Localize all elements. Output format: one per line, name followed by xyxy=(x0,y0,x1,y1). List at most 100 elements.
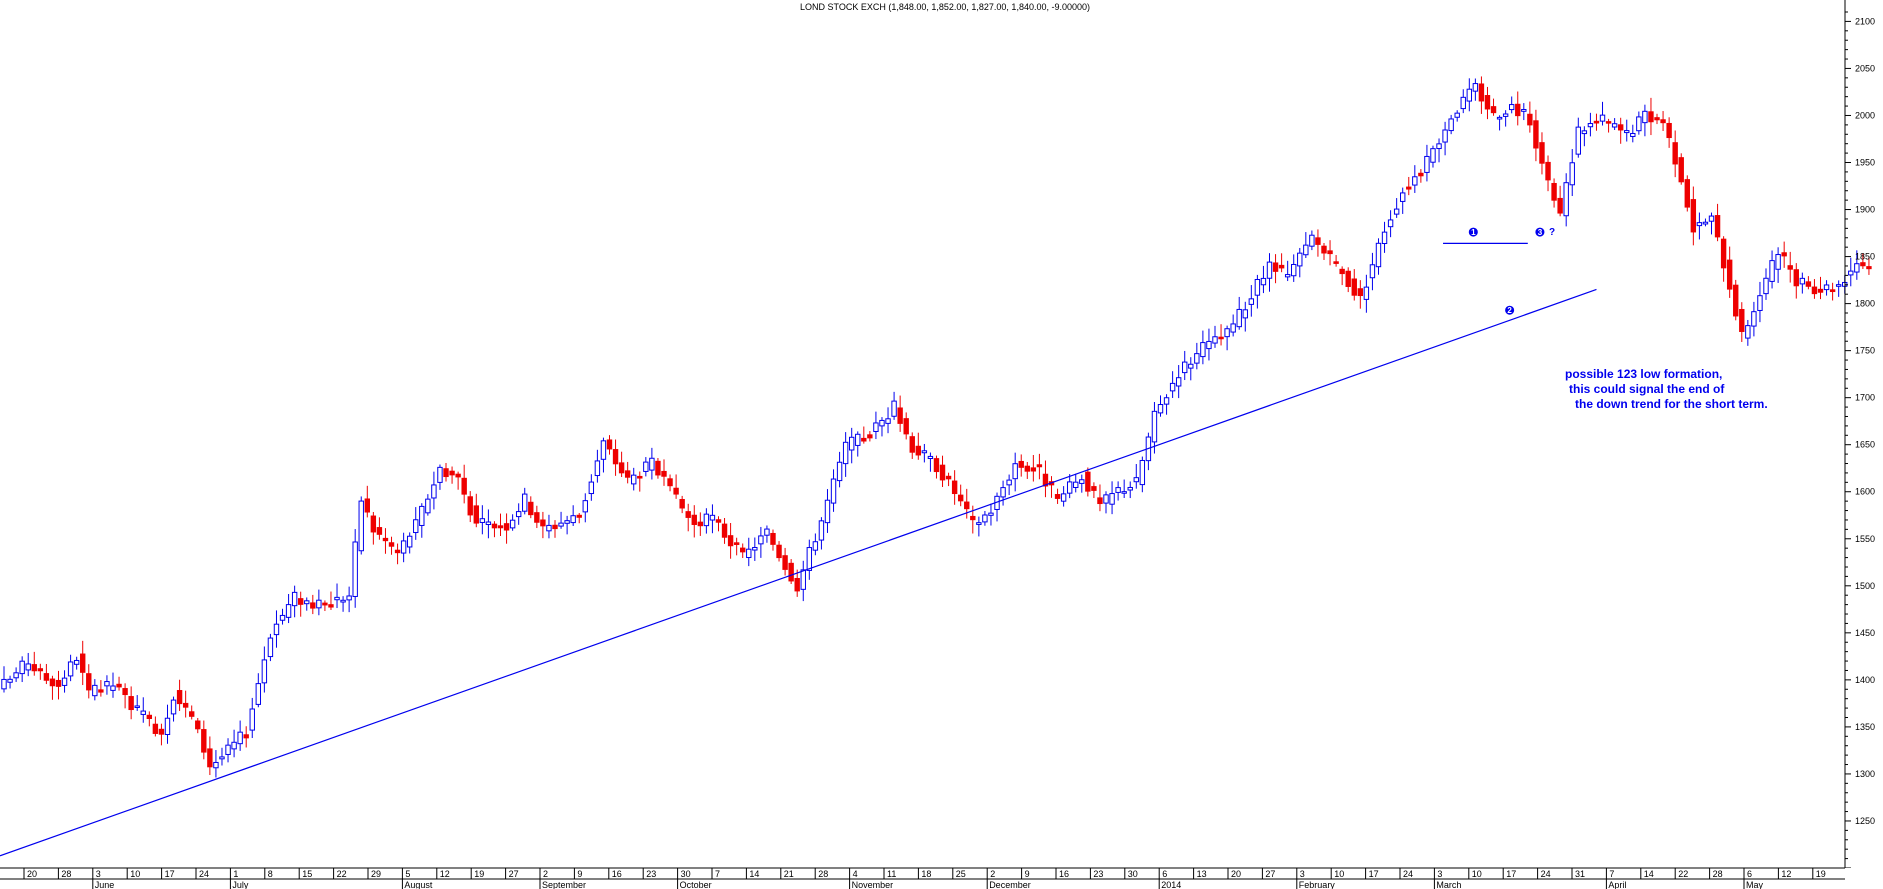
candle xyxy=(413,507,419,540)
candle xyxy=(316,589,322,616)
candle xyxy=(1230,314,1236,337)
candle xyxy=(1400,187,1406,214)
candle xyxy=(685,503,691,532)
candle xyxy=(1551,178,1557,208)
candle xyxy=(1115,481,1121,501)
candle xyxy=(1654,113,1660,125)
candle xyxy=(1769,250,1775,289)
candle xyxy=(673,474,679,499)
y-tick-label: 1700 xyxy=(1855,393,1875,403)
x-tick-label: 5 xyxy=(405,869,410,879)
x-tick-label: 12 xyxy=(1781,869,1791,879)
candle xyxy=(921,443,928,463)
candle xyxy=(1866,256,1872,275)
candle xyxy=(1763,268,1769,300)
candle xyxy=(564,515,570,535)
candle xyxy=(19,656,25,683)
candle xyxy=(431,471,437,510)
candle xyxy=(770,529,776,551)
candle xyxy=(49,675,56,700)
candle xyxy=(1508,96,1515,114)
candle xyxy=(243,726,249,748)
candle xyxy=(709,504,716,534)
candle xyxy=(37,663,44,680)
candle xyxy=(219,747,225,766)
candle xyxy=(631,467,637,491)
candle xyxy=(1854,250,1860,280)
candle xyxy=(207,736,213,776)
candle xyxy=(189,705,195,720)
candle xyxy=(782,547,788,576)
candle xyxy=(382,528,389,554)
candle xyxy=(649,447,655,480)
candle xyxy=(497,513,504,537)
candle xyxy=(1224,325,1230,351)
x-month-label: 2014 xyxy=(1161,880,1181,889)
candle xyxy=(849,427,855,464)
candle xyxy=(388,536,395,555)
x-tick-label: 18 xyxy=(921,869,931,879)
candle xyxy=(1018,454,1024,477)
candle xyxy=(788,559,794,584)
candle xyxy=(812,533,819,556)
candle xyxy=(824,489,831,533)
candle xyxy=(80,640,86,686)
candle xyxy=(879,417,885,437)
candle xyxy=(1587,112,1594,137)
candle xyxy=(776,541,782,562)
candle xyxy=(419,503,425,538)
y-tick-label: 1650 xyxy=(1855,440,1875,450)
x-tick-label: 22 xyxy=(1678,869,1688,879)
candle xyxy=(1157,395,1164,417)
candle xyxy=(1805,276,1812,290)
candle xyxy=(957,484,964,507)
x-tick-label: 9 xyxy=(1025,869,1030,879)
candle xyxy=(1811,279,1818,299)
candle xyxy=(1073,473,1079,493)
y-tick-label: 1500 xyxy=(1855,581,1875,591)
candle xyxy=(1424,144,1430,182)
candle xyxy=(1315,229,1321,257)
candle xyxy=(1696,212,1703,240)
candle xyxy=(1127,481,1133,499)
candle xyxy=(1254,274,1261,309)
candle xyxy=(861,426,867,444)
candle xyxy=(1757,281,1763,323)
x-tick-label: 8 xyxy=(268,869,273,879)
candle xyxy=(1418,169,1424,183)
x-tick-label: 3 xyxy=(1437,869,1442,879)
candle xyxy=(110,672,116,698)
candle xyxy=(1478,76,1485,114)
x-tick-label: 23 xyxy=(1093,869,1103,879)
candle xyxy=(273,610,280,648)
marker: 3 xyxy=(1535,227,1545,237)
candle xyxy=(1690,186,1697,246)
candle xyxy=(733,537,740,556)
candle xyxy=(7,675,13,689)
x-tick-label: 20 xyxy=(27,869,37,879)
x-axis: 20 28 3 10 17 24 1 8 15 22 29 5 12 19 27 2 9 16 23 30 7 14 21 2… xyxy=(0,867,1883,889)
candle xyxy=(1139,456,1146,493)
candle xyxy=(1490,98,1497,116)
x-month-label: June xyxy=(95,880,115,889)
x-tick-label: 17 xyxy=(1369,869,1379,879)
candle xyxy=(570,505,576,527)
x-tick-label: 15 xyxy=(302,869,312,879)
candle xyxy=(1448,114,1454,135)
x-tick-label: 25 xyxy=(956,869,966,879)
candle xyxy=(1739,302,1745,342)
candle xyxy=(891,391,897,420)
y-tick-label: 2000 xyxy=(1855,110,1875,120)
candle xyxy=(1188,357,1194,381)
marker: 2 xyxy=(1505,305,1515,315)
candle xyxy=(394,543,401,565)
candle xyxy=(897,395,903,432)
candle xyxy=(1218,324,1224,346)
y-tick-label: 1750 xyxy=(1855,346,1875,356)
candle xyxy=(1097,484,1103,512)
candle xyxy=(146,711,153,727)
candle xyxy=(473,493,479,528)
x-tick-label: 19 xyxy=(1816,869,1826,879)
candle xyxy=(1351,269,1357,301)
candle xyxy=(1103,491,1109,514)
